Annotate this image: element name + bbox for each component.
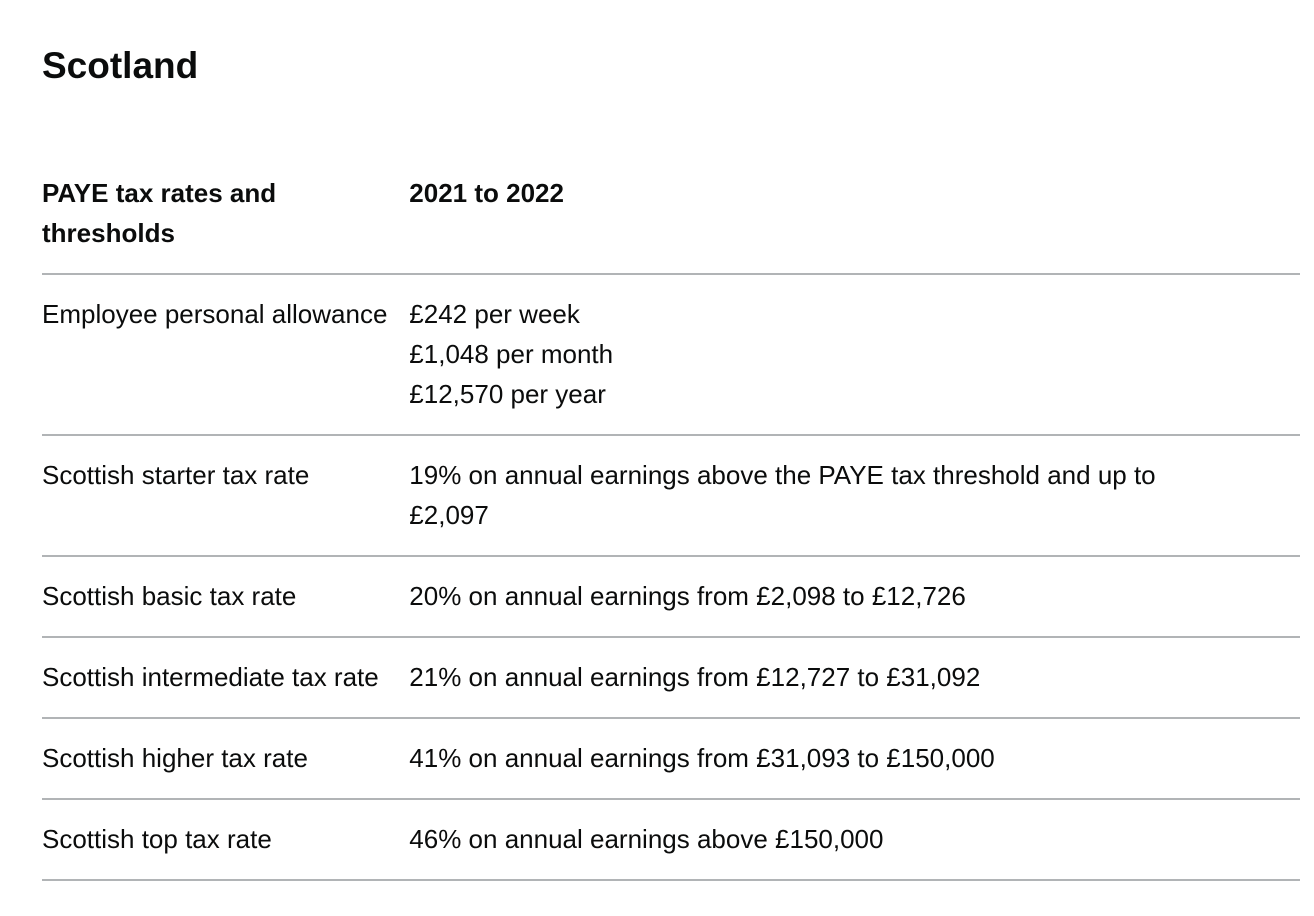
row-label: Scottish basic tax rate [42,581,297,611]
table-row: Scottish starter tax rate 19% on annual … [42,435,1300,556]
row-value: 19% on annual earnings above the PAYE ta… [409,460,1156,530]
row-label: Employee personal allowance [42,299,388,329]
table-row: Scottish basic tax rate 20% on annual ea… [42,556,1300,637]
row-value: 41% on annual earnings from £31,093 to £… [409,743,995,773]
table-row: Scottish higher tax rate 41% on annual e… [42,718,1300,799]
row-label: Scottish starter tax rate [42,460,310,490]
section-heading: Scotland [42,45,199,86]
table-row: Scottish intermediate tax rate 21% on an… [42,637,1300,718]
row-value: 21% on annual earnings from £12,727 to £… [409,662,981,692]
column-header-tax-year: 2021 to 2022 [409,178,564,208]
table-row: Employee personal allowance £242 per wee… [42,274,1300,435]
value-line: £1,048 per month [409,339,614,369]
paye-rates-table: PAYE tax rates and thresholds 2021 to 20… [42,153,1300,881]
column-header-rates-thresholds: PAYE tax rates and thresholds [42,178,277,248]
row-label: Scottish top tax rate [42,824,272,854]
value-line: £12,570 per year [409,379,606,409]
row-value: 46% on annual earnings above £150,000 [409,824,884,854]
table-row: Scottish top tax rate 46% on annual earn… [42,799,1300,880]
row-value: £242 per week £1,048 per month £12,570 p… [409,274,1300,435]
row-value: 20% on annual earnings from £2,098 to £1… [409,581,966,611]
value-line: £242 per week [409,299,580,329]
table-header-row: PAYE tax rates and thresholds 2021 to 20… [42,153,1300,274]
row-label: Scottish higher tax rate [42,743,308,773]
row-label: Scottish intermediate tax rate [42,662,379,692]
